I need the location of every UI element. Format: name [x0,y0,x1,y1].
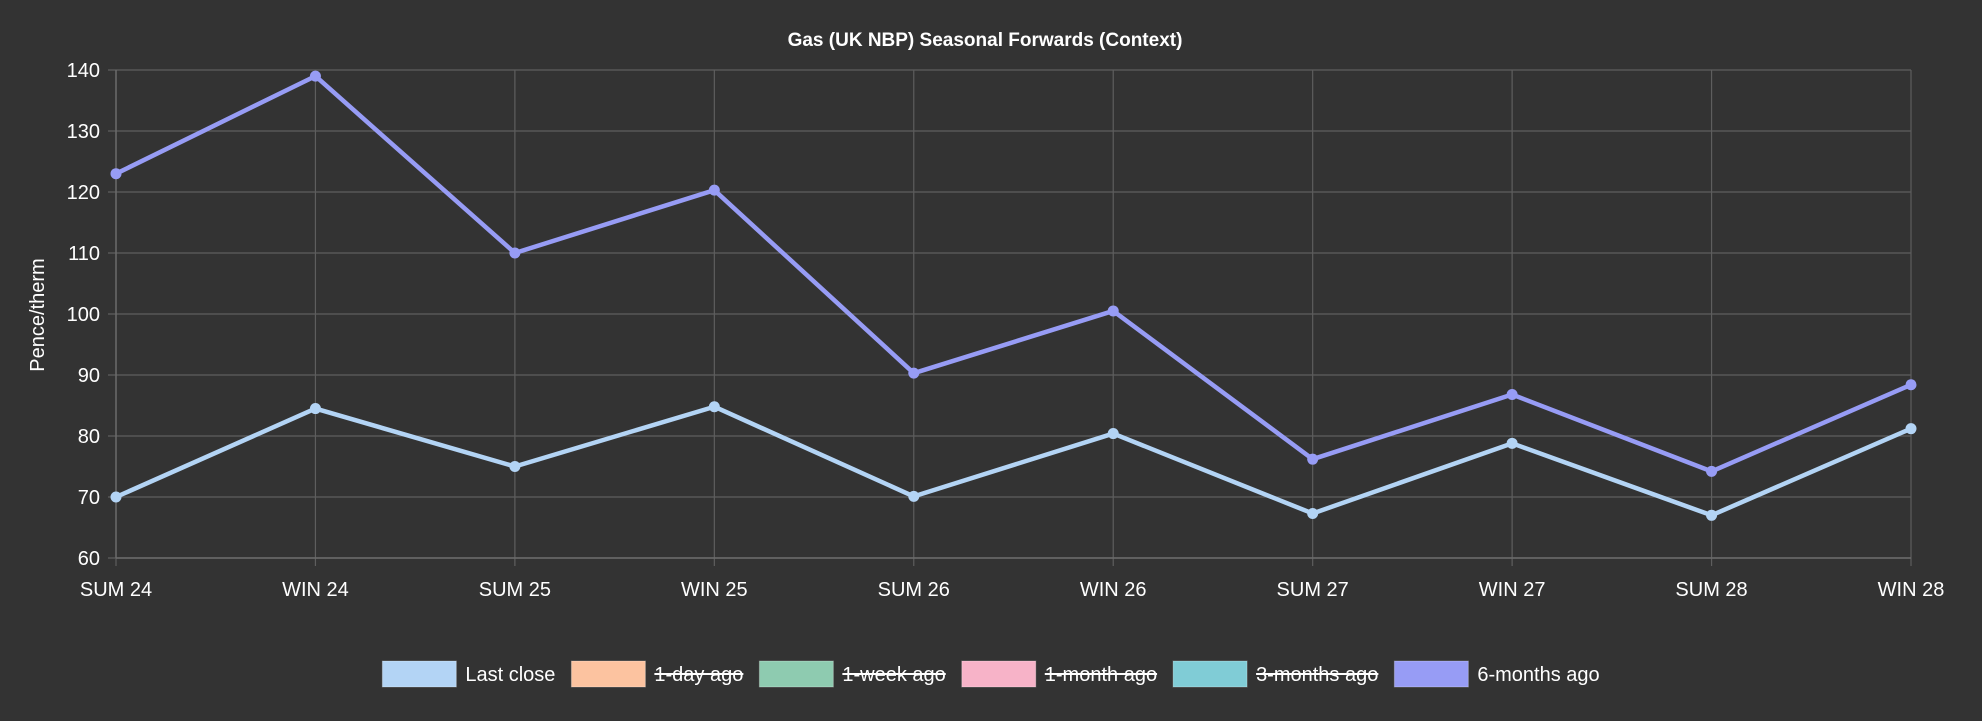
data-point[interactable] [1905,379,1917,391]
legend-item[interactable]: 3-months ago [1172,660,1379,688]
legend-swatch [570,660,646,688]
legend-item[interactable]: 6-months ago [1393,660,1600,688]
data-point[interactable] [110,168,122,180]
y-tick-label: 120 [67,182,100,204]
data-point[interactable] [1905,423,1917,435]
y-tick-label: 70 [78,487,100,509]
legend-label: Last close [465,664,555,686]
x-tick-label: SUM 24 [80,579,152,601]
legend-swatch [961,660,1037,688]
legend-swatch [381,660,457,688]
data-point[interactable] [1307,453,1319,465]
data-point[interactable] [509,247,521,259]
y-axis-label: Pence/therm [27,258,49,371]
data-point[interactable] [1706,509,1718,521]
legend-item[interactable]: Last close [381,660,555,688]
legend-swatch [1172,660,1248,688]
x-tick-label: SUM 25 [479,579,551,601]
data-point[interactable] [908,490,920,502]
legend-swatch [758,660,834,688]
y-tick-label: 60 [78,548,100,570]
x-tick-label: WIN 26 [1080,579,1147,601]
data-point[interactable] [1107,428,1119,440]
y-tick-label: 140 [67,60,100,82]
data-point[interactable] [1107,305,1119,317]
y-tick-label: 80 [78,426,100,448]
data-point[interactable] [309,70,321,82]
series-line [113,73,1914,474]
x-tick-label: SUM 28 [1675,579,1747,601]
x-tick-label: SUM 26 [878,579,950,601]
y-tick-label: 100 [67,304,100,326]
data-point[interactable] [110,491,122,503]
data-point[interactable] [908,367,920,379]
legend-item[interactable]: 1-month ago [961,660,1158,688]
x-axis-ticks: SUM 24 WIN 24 SUM 25 WIN 25 SUM 26 WIN 26 SUM … [80,579,1944,601]
x-tick-label: WIN 27 [1479,579,1546,601]
legend-item[interactable]: 1-day ago [570,660,744,688]
data-point[interactable] [708,184,720,196]
series-line [113,404,1914,518]
y-tick-label: 130 [67,121,100,143]
data-point[interactable] [1706,465,1718,477]
data-point[interactable] [509,461,521,472]
series-layer [110,70,1917,521]
legend-item[interactable]: 1-week ago [758,660,946,688]
y-tick-label: 90 [78,365,100,387]
data-point[interactable] [309,403,321,415]
x-tick-label: WIN 25 [681,579,748,601]
y-tick-label: 110 [68,243,100,265]
grid [108,69,1912,566]
x-tick-label: SUM 27 [1277,579,1349,601]
data-point[interactable] [1506,437,1518,449]
y-axis-ticks: 60 70 80 90 100 110 120 130 140 [67,60,100,570]
legend-label: 6-months ago [1477,664,1599,686]
data-point[interactable] [1307,507,1319,519]
legend-swatch [1393,660,1469,688]
x-tick-label: WIN 24 [282,579,349,601]
data-point[interactable] [1506,389,1518,401]
legend: Last close 1-day ago 1-week ago 1-month ago… [381,660,1600,688]
data-point[interactable] [708,401,720,413]
x-tick-label: WIN 28 [1878,579,1945,601]
chart-title: Gas (UK NBP) Seasonal Forwards (Context) [788,30,1183,51]
